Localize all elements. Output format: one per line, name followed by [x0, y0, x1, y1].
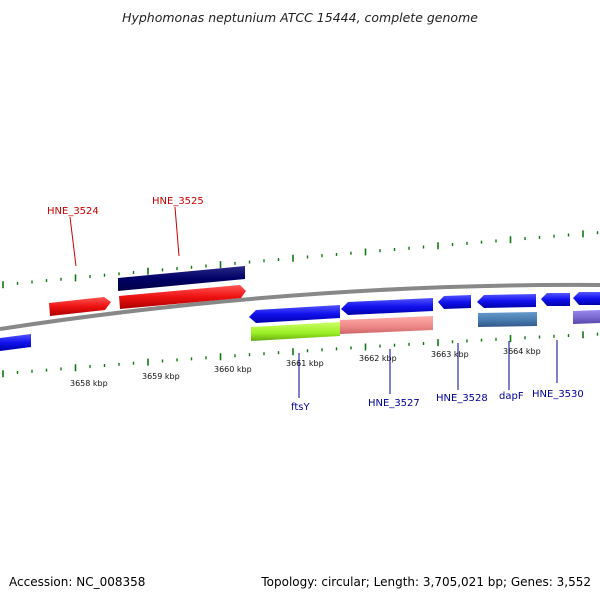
- scale-label-3659: 3659 kbp: [142, 372, 180, 381]
- genome-title: Hyphomonas neptunium ATCC 15444, complet…: [122, 10, 478, 25]
- gene-label-hne-3527[interactable]: HNE_3527: [368, 398, 420, 409]
- gene-label-hne-3528[interactable]: HNE_3528: [436, 393, 488, 404]
- gene-ftsy-feature[interactable]: [251, 322, 340, 341]
- accession-text: Accession: NC_008358: [9, 575, 146, 589]
- gene-hne-3525-dark-bar[interactable]: [118, 266, 245, 291]
- gene-hne-3527-arrow[interactable]: [341, 298, 433, 315]
- gene-label-hne-3530[interactable]: HNE_3530: [532, 389, 584, 400]
- genome-backbone: [0, 282, 600, 331]
- gene-label-ftsy[interactable]: ftsY: [291, 402, 310, 413]
- connector-hne-3525: [174, 206, 180, 257]
- scale-label-3664: 3664 kbp: [503, 347, 541, 356]
- gene-right-reverse-arrow[interactable]: [573, 292, 600, 305]
- gene-hne-3525-arrow[interactable]: [119, 285, 246, 309]
- gene-hne-3524-arrow[interactable]: [49, 297, 111, 316]
- gene-label-dapf[interactable]: dapF: [499, 391, 524, 402]
- scale-label-3663: 3663 kbp: [431, 350, 469, 359]
- gene-label-hne-3524[interactable]: HNE_3524: [47, 206, 99, 217]
- gene-right-purple-feature[interactable]: [573, 310, 600, 324]
- connector-hne-3524: [69, 216, 77, 267]
- gene-hne-3527-feature[interactable]: [340, 316, 433, 334]
- gene-hne-3528-arrow[interactable]: [438, 295, 471, 309]
- scale-label-3661: 3661 kbp: [286, 359, 324, 368]
- gene-left-reverse-arrow[interactable]: [0, 334, 31, 351]
- scale-label-3658: 3658 kbp: [70, 379, 108, 388]
- gene-hne-3530-arrow[interactable]: [541, 293, 570, 306]
- scale-label-3660: 3660 kbp: [214, 365, 252, 374]
- gene-dapf-feature[interactable]: [478, 312, 537, 327]
- inner-tick-ring: [2, 331, 599, 378]
- scale-label-3662: 3662 kbp: [359, 354, 397, 363]
- gene-ftsy-arrow[interactable]: [249, 305, 340, 323]
- outer-tick-ring: [2, 230, 599, 289]
- gene-label-hne-3525[interactable]: HNE_3525: [152, 196, 204, 207]
- gene-dapf-arrow[interactable]: [477, 294, 536, 308]
- genome-summary-text: Topology: circular; Length: 3,705,021 bp…: [261, 575, 591, 589]
